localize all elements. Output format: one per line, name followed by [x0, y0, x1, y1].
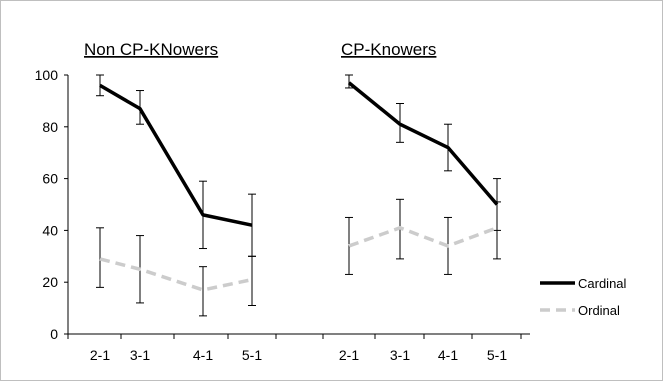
x-tick-label: 2-1: [339, 347, 359, 363]
x-tick-label: 4-1: [438, 347, 458, 363]
series-line-ordinal: [99, 257, 253, 292]
y-tick-label: 80: [42, 119, 58, 135]
labels: 0 20 40 60 80 100 Non CP-KNowers 2-1 3-1 4-1 5-1 CP…: [35, 40, 508, 363]
panel-title: CP-Knowers: [341, 40, 436, 59]
y-tick-label: 40: [42, 222, 58, 238]
series-lines: [99, 81, 499, 292]
series-line-cardinal: [99, 83, 253, 227]
legend-label: Cardinal: [578, 276, 627, 291]
panel-title: Non CP-KNowers: [84, 40, 218, 59]
x-tick-label: 3-1: [130, 347, 150, 363]
series-line-ordinal: [348, 226, 498, 248]
axes: [64, 74, 530, 339]
y-tick-label: 60: [42, 171, 58, 187]
legend-label: Ordinal: [578, 303, 620, 318]
series-line-cardinal: [347, 81, 499, 206]
legend: Cardinal Ordinal: [540, 276, 627, 318]
x-tick-label: 5-1: [487, 347, 507, 363]
y-tick-label: 100: [35, 67, 59, 83]
x-tick-label: 2-1: [90, 347, 110, 363]
x-tick-label: 3-1: [390, 347, 410, 363]
y-tick-label: 0: [50, 326, 58, 342]
x-tick-label: 5-1: [242, 347, 262, 363]
y-tick-label: 20: [42, 274, 58, 290]
x-tick-label: 4-1: [193, 347, 213, 363]
